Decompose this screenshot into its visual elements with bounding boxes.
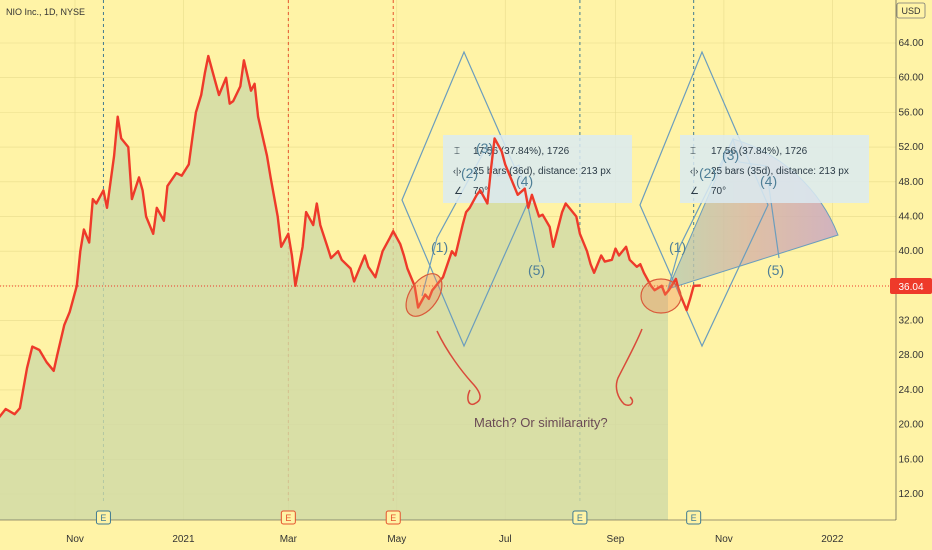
y-tick-label: 56.00 xyxy=(898,107,923,118)
wave-label-3: (3) xyxy=(476,140,493,156)
x-tick-label: Jul xyxy=(499,534,512,545)
wave-label-4: (4) xyxy=(516,173,533,189)
earnings-marker-box[interactable] xyxy=(95,510,111,525)
measure-box-left xyxy=(443,135,632,203)
earnings-marker[interactable]: E xyxy=(285,513,291,523)
y-tick-label: 44.00 xyxy=(898,211,923,222)
measure-icon-bars: ‹|› xyxy=(453,166,461,176)
earnings-marker[interactable]: E xyxy=(100,513,106,523)
price-axis xyxy=(896,0,932,550)
price-line[interactable] xyxy=(0,54,701,440)
angle-icon: ∠ xyxy=(454,186,463,197)
symbol-label: NIO Inc., 1D, NYSE xyxy=(6,7,85,17)
wave-label-2: (2) xyxy=(699,165,716,181)
freehand-arrow-right[interactable] xyxy=(615,328,643,407)
earnings-marker-box[interactable] xyxy=(385,510,401,525)
last-price-tag-bg xyxy=(890,278,932,294)
price-area-fill xyxy=(0,56,701,520)
wave-label-1: (1) xyxy=(669,239,686,255)
y-tick-label: 64.00 xyxy=(898,38,923,49)
y-tick-label: 12.00 xyxy=(898,489,923,500)
freehand-arrow-left[interactable] xyxy=(436,330,481,406)
x-tick-label: Sep xyxy=(607,534,625,545)
measure-right-line2: 25 bars (35d), distance: 213 px xyxy=(711,166,849,177)
wave-label-3: (3) xyxy=(722,147,739,163)
measure-icon-range: ⌶ xyxy=(454,146,460,157)
time-axis-ticks: Nov 2021 Mar May Jul Sep Nov 2022 xyxy=(66,534,844,545)
earnings-marker[interactable]: E xyxy=(390,513,396,523)
measure-right-line1: 17.56 (37.84%), 1726 xyxy=(711,146,808,157)
measure-icon-bars: ‹|› xyxy=(690,166,698,176)
earnings-marker-box[interactable] xyxy=(686,510,702,525)
y-tick-label: 20.00 xyxy=(898,420,923,431)
y-tick-label: 60.00 xyxy=(898,73,923,84)
y-tick-label: 16.00 xyxy=(898,454,923,465)
wave-label-1: (1) xyxy=(431,239,448,255)
wave-label-5: (5) xyxy=(767,262,784,278)
x-tick-label: 2022 xyxy=(821,534,844,545)
last-price-tag: 36.04 xyxy=(898,282,923,293)
wave-label-5: (5) xyxy=(528,262,545,278)
x-tick-label: Nov xyxy=(66,534,84,545)
annotation-text: Match? Or similararity? xyxy=(474,415,608,430)
y-tick-label: 48.00 xyxy=(898,177,923,188)
x-tick-label: Mar xyxy=(280,534,298,545)
wave-label-4: (4) xyxy=(760,173,777,189)
angle-icon: ∠ xyxy=(690,186,699,197)
measure-icon-range: ⌶ xyxy=(690,146,696,157)
earnings-marker[interactable]: E xyxy=(577,513,583,523)
y-tick-label: 28.00 xyxy=(898,350,923,361)
currency-badge[interactable]: USD xyxy=(901,6,921,16)
measure-left-line1: 17.56 (37.84%), 1726 xyxy=(473,146,570,157)
projection-region xyxy=(668,285,896,520)
y-tick-label: 52.00 xyxy=(898,142,923,153)
earnings-marker-box[interactable] xyxy=(572,510,588,525)
x-tick-label: 2021 xyxy=(172,534,195,545)
wave-label-2: (2) xyxy=(461,165,478,181)
earnings-marker[interactable]: E xyxy=(691,513,697,523)
y-tick-label: 32.00 xyxy=(898,316,923,327)
earnings-marker-box[interactable] xyxy=(280,510,296,525)
highlight-ellipse-left[interactable] xyxy=(399,267,449,322)
x-tick-label: Nov xyxy=(715,534,733,545)
y-tick-label: 40.00 xyxy=(898,246,923,257)
measure-right-line3: 70° xyxy=(711,186,726,197)
highlight-ellipse-right[interactable] xyxy=(640,278,682,314)
pattern-right[interactable]: ⌶ 17.56 (37.84%), 1726 ‹|› 25 bars (35d)… xyxy=(639,50,869,348)
measure-left-line2: 25 bars (36d), distance: 213 px xyxy=(473,166,611,177)
x-tick-label: May xyxy=(387,534,406,545)
measure-box-right xyxy=(680,135,869,203)
currency-badge-box[interactable] xyxy=(896,2,926,19)
y-tick-label: 24.00 xyxy=(898,385,923,396)
